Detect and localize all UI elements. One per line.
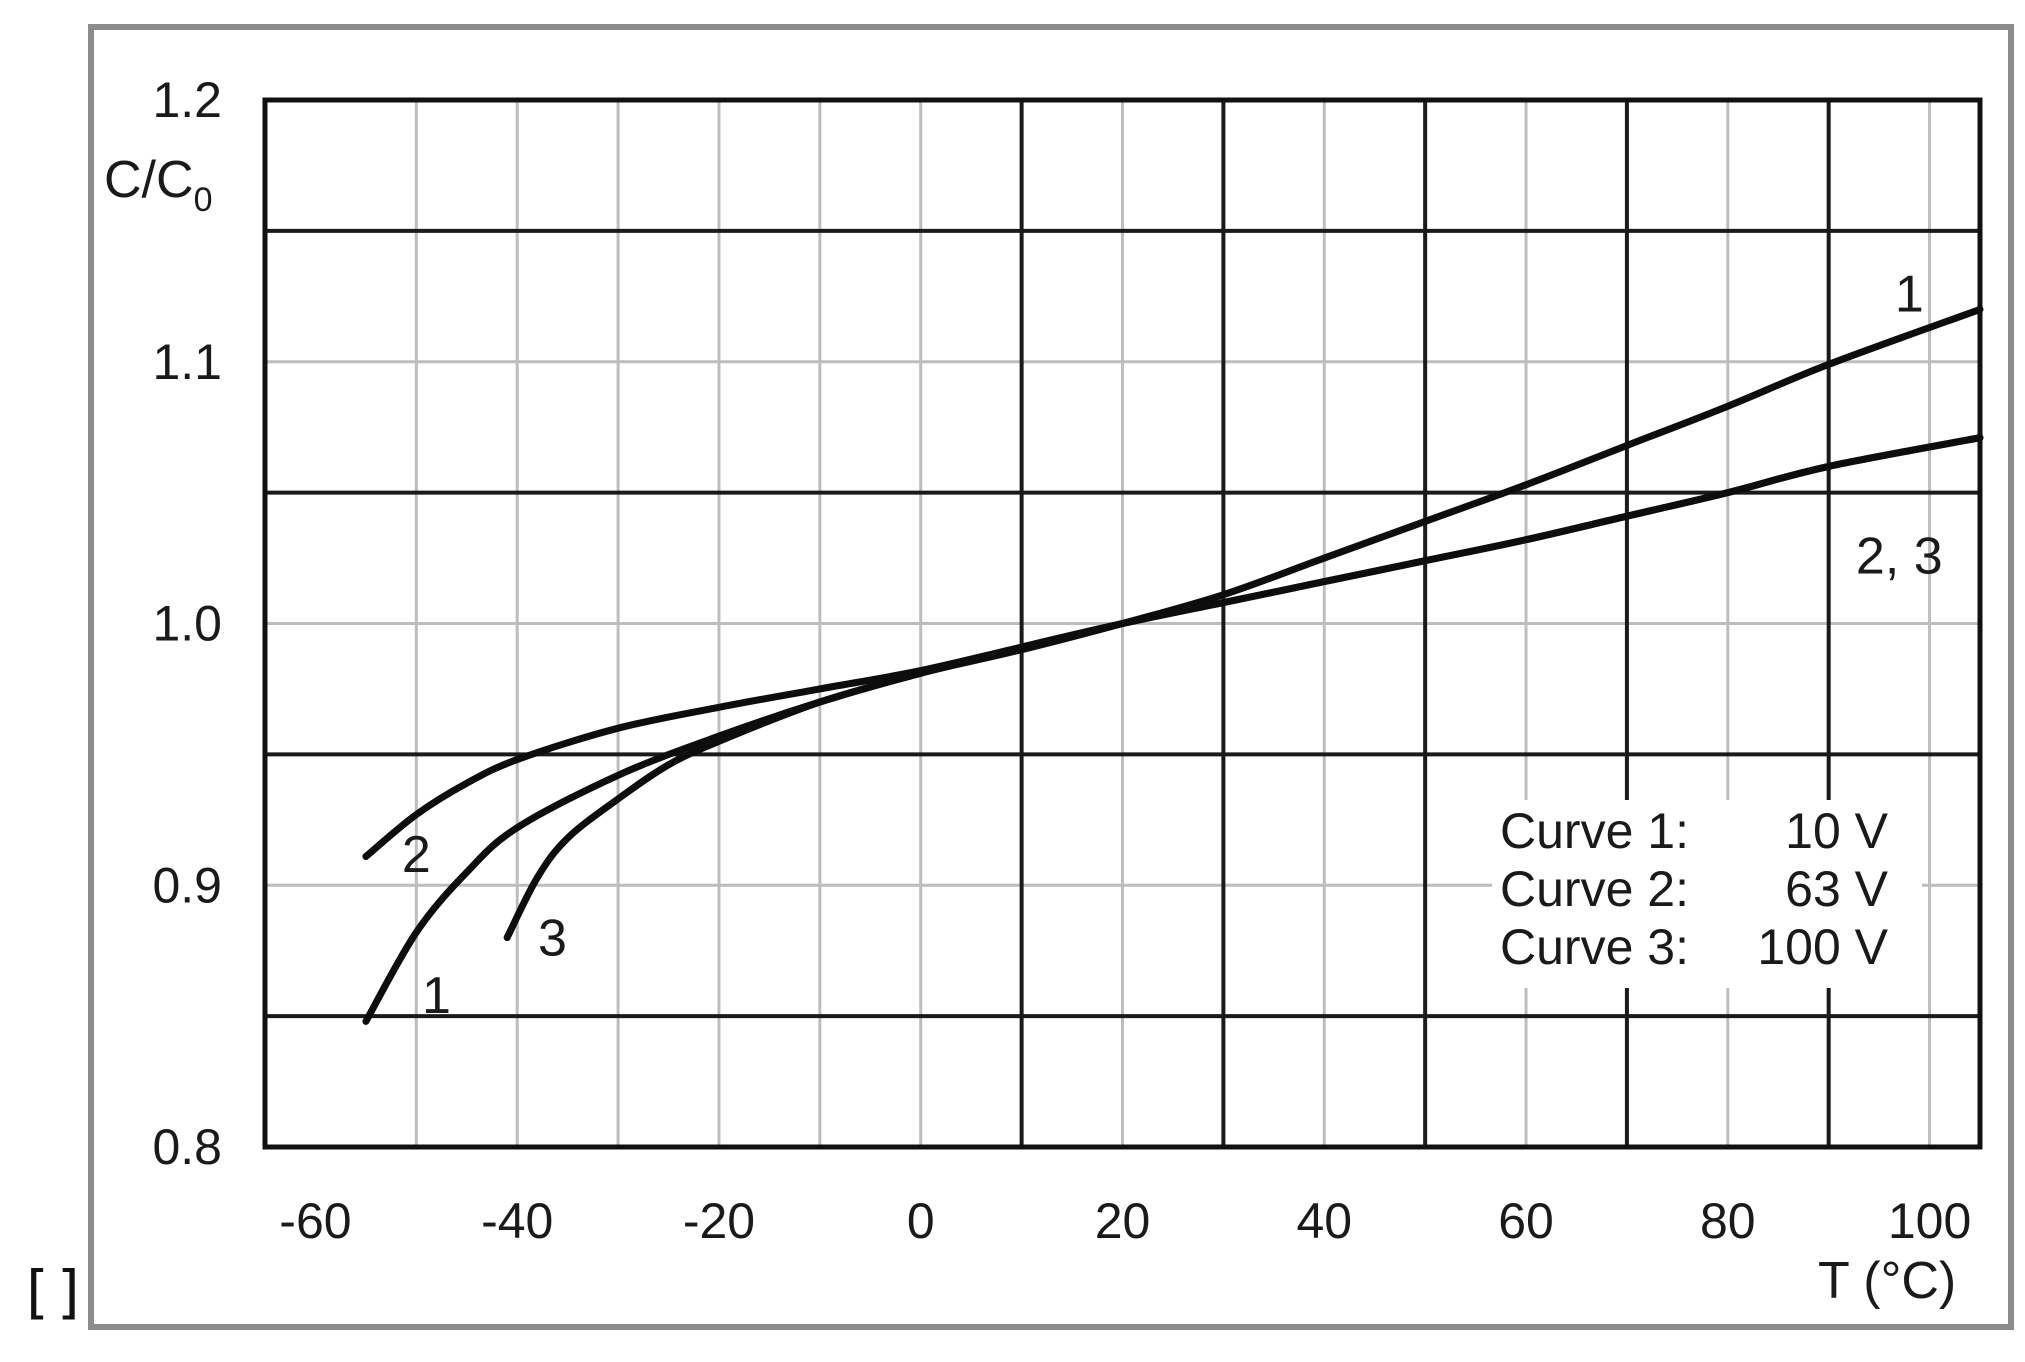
x-tick-label: -40 xyxy=(481,1193,553,1249)
legend-background xyxy=(1492,800,1922,988)
y-tick-label: 1.0 xyxy=(152,596,222,652)
x-tick-labels: -60 -40 -20 0 20 40 60 80 100 xyxy=(279,1193,1971,1249)
curve-labels: 1 2, 3 2 1 3 xyxy=(402,266,1943,1025)
y-tick-label: 0.8 xyxy=(152,1119,222,1175)
y-tick-labels: 1.2 1.1 1.0 0.9 0.8 xyxy=(152,72,222,1175)
corner-bracket-text: [] xyxy=(18,1258,88,1326)
x-tick-label: 0 xyxy=(907,1193,935,1249)
curve-label: 1 xyxy=(1895,266,1924,324)
series-line-curve-3 xyxy=(503,434,1984,942)
x-tick-label: 80 xyxy=(1700,1193,1756,1249)
curve-label: 1 xyxy=(422,967,451,1025)
curve-label: 3 xyxy=(538,910,567,968)
plot-area-border xyxy=(262,97,1983,1150)
legend: Curve 1: 10 V Curve 2: 63 V Curve 3: 100… xyxy=(1492,800,1922,988)
x-tick-label: -20 xyxy=(683,1193,755,1249)
x-tick-label: 40 xyxy=(1296,1193,1352,1249)
curve-label: 2, 3 xyxy=(1856,527,1943,585)
series-group xyxy=(362,305,1984,1025)
major-grid xyxy=(265,100,1980,1147)
legend-entry-3-value: 100 V xyxy=(1757,919,1888,975)
y-tick-label: 0.9 xyxy=(152,857,222,913)
x-tick-label: 100 xyxy=(1888,1193,1971,1249)
legend-entry-3-curve: Curve 3: xyxy=(1500,919,1689,975)
x-tick-label: 20 xyxy=(1095,1193,1151,1249)
y-axis-label: C/C0 xyxy=(104,151,212,219)
y-axis-label-subscript: 0 xyxy=(194,181,213,219)
x-axis-label: T (°C) xyxy=(1818,1252,1956,1310)
legend-entry-2-value: 63 V xyxy=(1785,861,1889,917)
y-tick-label: 1.2 xyxy=(152,72,222,128)
x-tick-label: 60 xyxy=(1498,1193,1554,1249)
figure-frame xyxy=(88,24,2014,1330)
legend-entry-1-value: 10 V xyxy=(1785,803,1889,859)
y-tick-label: 1.1 xyxy=(152,334,222,390)
x-tick-label: -60 xyxy=(279,1193,351,1249)
legend-entry-2-curve: Curve 2: xyxy=(1500,861,1689,917)
legend-entry-1-curve: Curve 1: xyxy=(1500,803,1689,859)
curve-label: 2 xyxy=(402,826,431,884)
